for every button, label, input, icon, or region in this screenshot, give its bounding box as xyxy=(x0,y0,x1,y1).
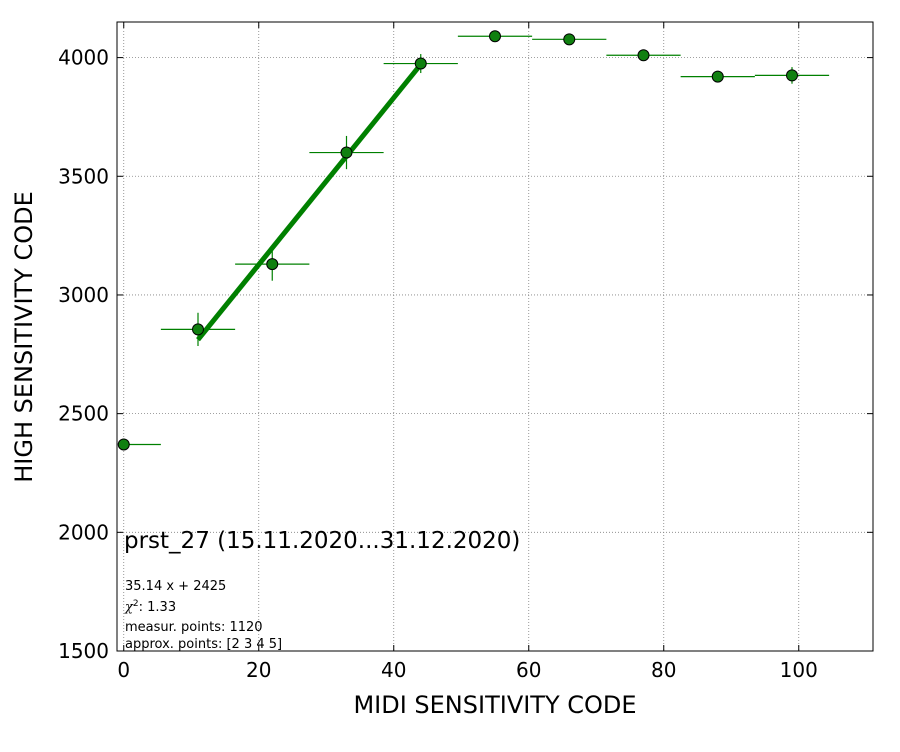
x-tick-label: 20 xyxy=(246,658,271,682)
data-point xyxy=(266,258,279,271)
data-point xyxy=(192,323,204,336)
y-tick-label: 4000 xyxy=(58,46,109,70)
x-tick-label: 60 xyxy=(516,658,541,682)
y-tick-label: 3500 xyxy=(58,164,109,188)
fit-line xyxy=(196,62,423,342)
x-tick-label: 40 xyxy=(381,658,406,682)
x-tick-label: 0 xyxy=(117,658,130,682)
tick-layer: 0 20 40 60 80 100 1500 2000 2500 3000 3500 4000 xyxy=(58,22,873,682)
y-axis-label: HIGH SENSITIVITY CODE xyxy=(10,191,38,483)
y-tick-label: 3000 xyxy=(58,283,109,307)
annotation-equation: 35.14 x + 2425 xyxy=(125,579,226,594)
annotation-main: prst_27 (15.11.2020...31.12.2020) xyxy=(124,528,520,554)
annotation-measur-points: measur. points: 1120 xyxy=(125,620,263,635)
data-point xyxy=(340,146,353,159)
annotation-chi2: χ2: 1.33 xyxy=(124,599,176,615)
y-tick-label: 2500 xyxy=(58,402,109,426)
x-axis-label: MIDI SENSITIVITY CODE xyxy=(353,691,636,719)
data-point xyxy=(563,33,576,46)
y-tick-label: 1500 xyxy=(58,639,109,663)
annotation-approx-points: approx. points: [2 3 4 5] xyxy=(125,637,282,652)
data-point xyxy=(711,70,724,83)
x-tick-label: 100 xyxy=(780,658,818,682)
data-point xyxy=(786,69,798,82)
errorbar-layer xyxy=(123,35,830,446)
data-point xyxy=(637,49,650,62)
fit-layer xyxy=(196,62,423,342)
annotation-chi2-value: 1.33 xyxy=(147,600,176,615)
x-tick-label: 80 xyxy=(651,658,676,682)
data-point xyxy=(489,30,501,43)
plot-frame xyxy=(116,21,874,652)
y-tick-label: 2000 xyxy=(58,520,109,544)
data-point xyxy=(414,57,427,70)
data-point xyxy=(117,438,130,451)
points-layer xyxy=(117,30,798,451)
grid-layer xyxy=(117,22,873,652)
